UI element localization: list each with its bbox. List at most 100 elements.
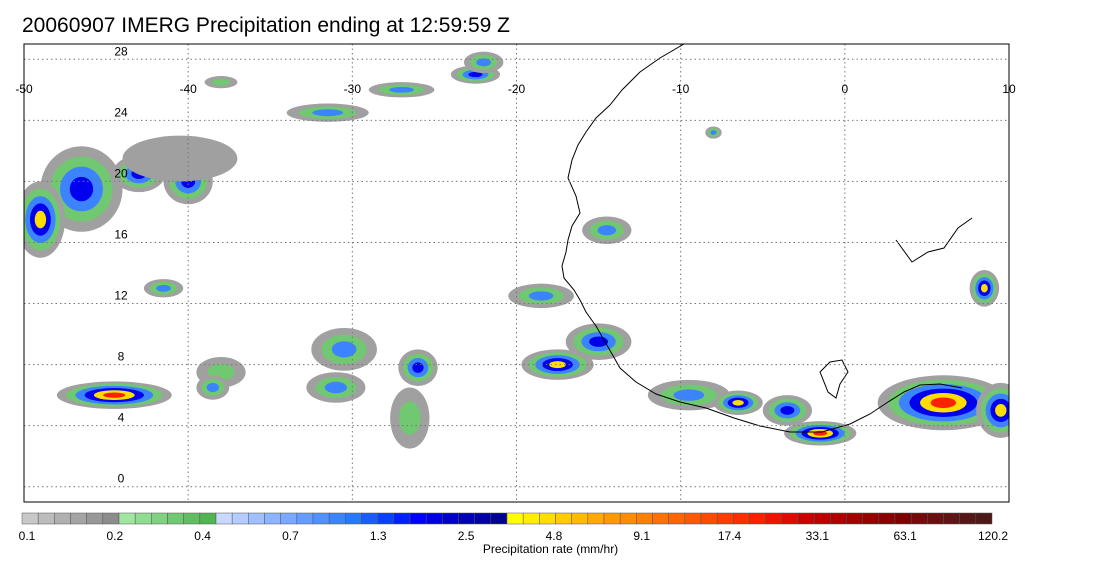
longitude-label: -10 <box>672 82 690 96</box>
precip-contour-level-2 <box>324 381 347 394</box>
colorbar-swatch <box>797 512 815 525</box>
colorbar-swatch <box>474 512 492 525</box>
precip-contour-level-1 <box>212 78 230 86</box>
latitude-label: 4 <box>118 411 125 425</box>
west-africa-coastline <box>561 44 963 433</box>
precip-contour-level-0 <box>122 135 238 182</box>
precip-contour-level-4 <box>980 284 988 293</box>
colorbar-swatch <box>118 512 136 525</box>
colorbar-swatch <box>846 512 863 525</box>
precip-cell <box>976 382 1009 438</box>
precip-cell <box>762 395 812 426</box>
colorbar-swatch <box>425 512 443 525</box>
colorbar-swatch <box>765 512 783 525</box>
colorbar-tick-label: 0.2 <box>106 529 123 543</box>
colorbar-swatch <box>361 512 378 525</box>
colorbar-swatch <box>377 512 395 525</box>
latitude-label: 0 <box>118 472 125 486</box>
colorbar-swatch <box>312 512 330 525</box>
precip-contour-level-2 <box>389 86 414 93</box>
colorbar-swatch <box>102 512 120 525</box>
latitude-label: 12 <box>114 289 128 303</box>
precip-contour-level-3 <box>468 71 483 78</box>
precip-cell <box>463 51 504 74</box>
colorbar-tick-labels: 0.1 0.2 0.4 0.7 1.3 2.5 4.8 9.1 17.4 33.1 63.1 120.… <box>19 529 1009 543</box>
colorbar-swatch <box>86 512 104 525</box>
precip-contour-level-5 <box>930 397 957 409</box>
precip-cell <box>143 279 184 298</box>
longitude-label: -20 <box>508 82 526 96</box>
precip-contour-level-2 <box>710 130 717 135</box>
colorbar-swatch <box>393 512 411 525</box>
colorbar-swatch <box>571 512 589 525</box>
precip-cell <box>784 421 857 446</box>
colorbar-swatch <box>975 512 993 525</box>
latitude-labels: 28 24 20 16 12 8 4 0 <box>114 44 128 485</box>
precip-cell <box>24 181 66 258</box>
precip-contour-level-4 <box>34 210 47 229</box>
colorbar-swatch <box>539 512 556 525</box>
colorbar-swatch <box>199 512 217 525</box>
map-frame <box>23 43 1010 503</box>
colorbar-tick-label: 0.7 <box>282 529 299 543</box>
colorbar-swatch <box>215 512 233 525</box>
latitude-label: 24 <box>114 105 128 119</box>
precip-contour-level-2 <box>673 389 705 401</box>
precip-cell <box>122 135 238 182</box>
colorbar-tick-label: 0.4 <box>194 529 211 543</box>
colorbar-swatch <box>490 512 508 525</box>
colorbar-tick-label: 4.8 <box>546 529 563 543</box>
colorbar <box>21 512 993 525</box>
colorbar-swatch <box>458 512 475 525</box>
colorbar-swatch <box>700 512 718 525</box>
precip-contour-level-4 <box>995 404 1007 417</box>
colorbar-swatch <box>781 512 799 525</box>
colorbar-tick-label: 1.3 <box>370 529 387 543</box>
colorbar-swatch <box>280 512 298 525</box>
colorbar-swatch <box>668 512 686 525</box>
precip-contour-level-3 <box>412 362 424 373</box>
colorbar-swatch <box>522 512 540 525</box>
colorbar-swatch <box>151 512 168 525</box>
map-title: 20060907 IMERG Precipitation ending at 1… <box>22 14 510 37</box>
precip-contour-level-2 <box>312 109 344 117</box>
colorbar-swatch <box>231 512 249 525</box>
precip-cell <box>311 327 377 371</box>
colorbar-swatch <box>70 512 87 525</box>
precip-contour-level-3 <box>69 176 94 202</box>
colorbar-swatch <box>813 512 831 525</box>
colorbar-swatch <box>37 512 55 525</box>
colorbar-swatch <box>555 512 572 525</box>
precip-contour-level-2 <box>528 291 554 301</box>
colorbar-swatch <box>134 512 152 525</box>
latitude-label: 16 <box>114 227 128 241</box>
colorbar-swatch <box>587 512 605 525</box>
colorbar-swatch <box>733 512 750 525</box>
precip-contour-level-5 <box>103 392 126 398</box>
longitude-label: -30 <box>344 82 362 96</box>
colorbar-swatch <box>716 512 734 525</box>
precipitation-layer <box>24 51 1009 449</box>
precip-cell <box>565 323 632 361</box>
precip-contour-level-1 <box>399 401 421 435</box>
river-outline <box>895 217 973 263</box>
colorbar-swatch <box>830 512 847 525</box>
colorbar-swatch <box>959 512 977 525</box>
colorbar-tick-label: 63.1 <box>894 529 918 543</box>
colorbar-swatch <box>894 512 912 525</box>
precip-contour-level-2 <box>476 58 492 67</box>
longitude-label: 0 <box>841 82 848 96</box>
lake-outline <box>819 359 849 399</box>
colorbar-tick-label: 17.4 <box>718 529 742 543</box>
precip-cell <box>508 283 574 309</box>
colorbar-swatch <box>248 512 265 525</box>
precip-cell <box>306 372 366 403</box>
colorbar-swatch <box>442 512 459 525</box>
colorbar-swatch <box>328 512 346 525</box>
latitude-label: 8 <box>118 350 125 364</box>
colorbar-swatch <box>345 512 362 525</box>
colorbar-tick-label: 120.2 <box>978 529 1008 543</box>
colorbar-swatch <box>862 512 880 525</box>
precip-contour-level-3 <box>780 406 795 415</box>
latitude-label: 20 <box>114 166 128 180</box>
